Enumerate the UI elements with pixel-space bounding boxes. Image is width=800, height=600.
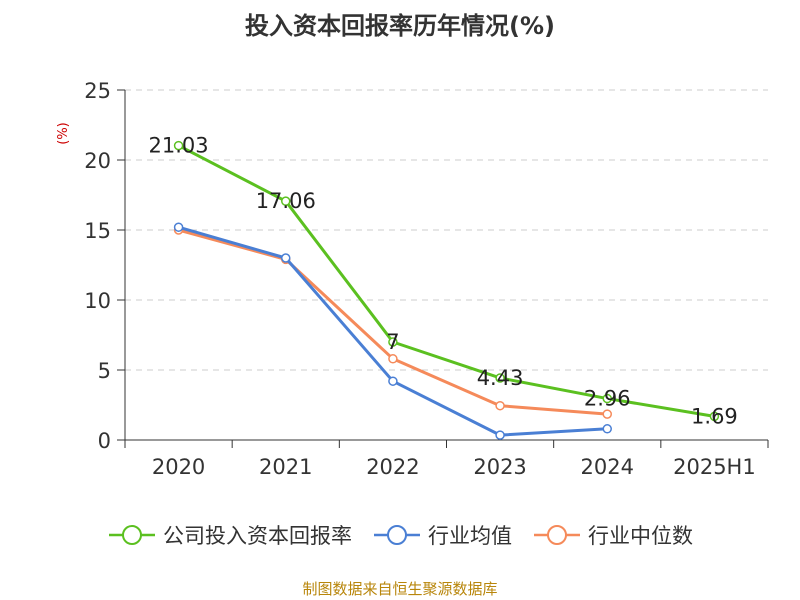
data-point (602, 424, 612, 434)
data-point (388, 337, 398, 347)
data-point (602, 393, 612, 404)
legend-swatch (374, 525, 420, 545)
series-line (177, 144, 715, 418)
legend-item[interactable]: 行业中位数 (532, 520, 693, 550)
x-tick-label: 2025H1 (673, 455, 756, 479)
legend-item[interactable]: 行业均值 (372, 520, 512, 550)
data-label: 4.43 (477, 366, 524, 390)
data-point (281, 253, 291, 263)
data-label: 7 (386, 330, 399, 354)
data-label: 21.03 (149, 134, 209, 158)
data-point (388, 376, 398, 386)
x-tick-label: 2024 (581, 455, 634, 479)
data-point (495, 400, 505, 411)
x-tick-label: 2020 (152, 455, 205, 479)
data-point (388, 354, 398, 364)
y-tick-label: 10 (84, 289, 111, 313)
data-point (495, 430, 505, 440)
chart-title: 投入资本回报率历年情况(%) (245, 12, 555, 40)
data-label: 17.06 (256, 189, 316, 213)
data-point (281, 196, 291, 206)
data-label: 1.69 (691, 404, 738, 428)
chart-legend: 公司投入资本回报率 行业均值 行业中位数 (0, 520, 800, 550)
legend-item[interactable]: 公司投入资本回报率 (107, 520, 352, 550)
y-tick-label: 5 (98, 359, 111, 383)
legend-swatch (109, 525, 155, 545)
legend-label: 行业中位数 (588, 524, 693, 548)
data-point (173, 140, 184, 151)
legend-swatch (534, 525, 580, 545)
legend-label: 公司投入资本回报率 (163, 524, 352, 548)
y-tick-label: 15 (84, 219, 111, 243)
data-point (495, 373, 505, 383)
legend-label: 行业均值 (428, 524, 512, 548)
y-tick-label: 25 (84, 79, 111, 103)
data-point (709, 411, 720, 422)
x-tick-label: 2021 (259, 455, 312, 479)
y-axis-unit-label: (%) (55, 122, 71, 145)
data-point (173, 222, 184, 232)
x-tick-label: 2023 (473, 455, 526, 479)
y-tick-label: 20 (84, 149, 111, 173)
data-label: 2.96 (584, 387, 631, 411)
y-tick-label: 0 (98, 429, 111, 453)
x-tick-label: 2022 (366, 455, 419, 479)
source-footer: 制图数据来自恒生聚源数据库 (302, 580, 498, 598)
data-point (602, 409, 612, 419)
